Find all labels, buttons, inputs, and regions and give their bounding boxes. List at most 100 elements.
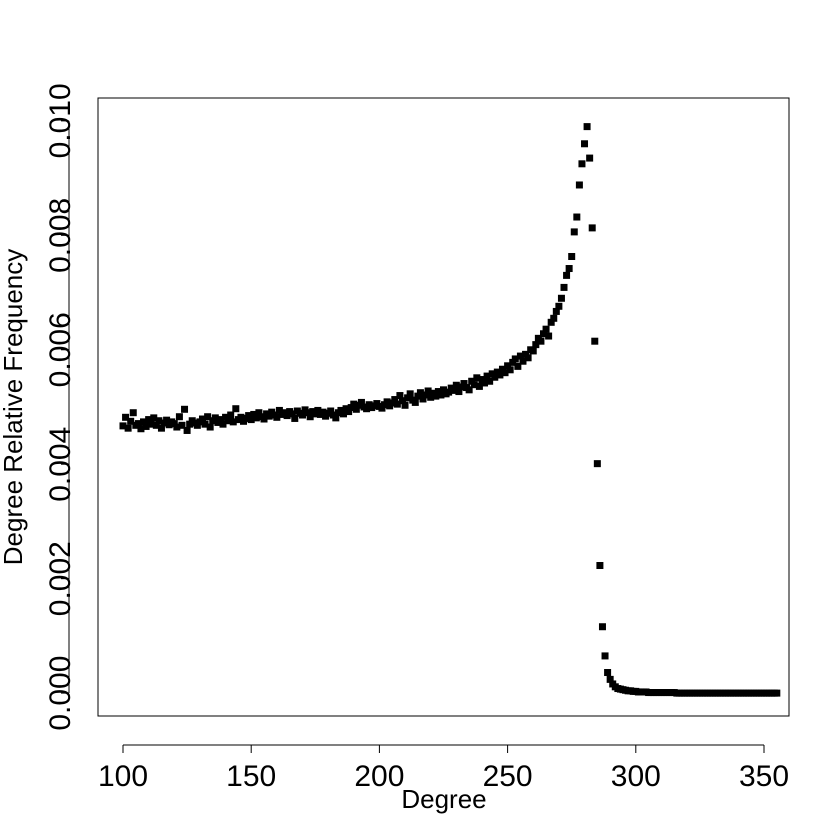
y-tick-label: 0.000 (44, 656, 77, 731)
point (352, 405, 360, 413)
point (219, 420, 227, 428)
point (557, 294, 565, 302)
point (211, 414, 219, 422)
point (422, 391, 430, 399)
point (283, 412, 291, 420)
point (206, 423, 214, 431)
point (437, 391, 445, 399)
point (591, 337, 599, 345)
point (440, 386, 447, 394)
point (588, 224, 596, 232)
point (201, 420, 209, 428)
point (150, 414, 158, 422)
point (427, 393, 435, 401)
point (570, 228, 578, 236)
plot-frame (97, 97, 790, 717)
point (524, 354, 532, 362)
point (506, 366, 514, 374)
point (398, 397, 406, 405)
point (455, 388, 463, 396)
point (183, 426, 191, 434)
point (152, 421, 160, 429)
point (178, 421, 186, 429)
point (306, 413, 314, 421)
point (511, 355, 519, 363)
y-tick-label: 0.004 (44, 427, 77, 502)
point (137, 425, 145, 433)
point (475, 382, 483, 390)
point (473, 374, 481, 382)
point (568, 253, 576, 261)
point (452, 381, 460, 389)
point (596, 562, 604, 570)
point (552, 307, 560, 315)
point (424, 387, 432, 395)
point (416, 389, 424, 397)
point (537, 337, 545, 345)
point (606, 675, 614, 683)
point (581, 140, 589, 148)
point (173, 423, 181, 431)
point (573, 213, 581, 221)
point (229, 418, 237, 426)
point (539, 330, 547, 338)
point (532, 341, 540, 349)
point (237, 413, 245, 421)
y-tick-label: 0.006 (44, 312, 77, 387)
point (396, 392, 404, 400)
point (198, 415, 206, 423)
point (350, 400, 358, 408)
x-tick-label: 150 (226, 760, 276, 793)
point (140, 418, 148, 426)
point (504, 362, 512, 370)
x-tick-label: 200 (354, 760, 404, 793)
point (157, 424, 165, 432)
point (124, 424, 132, 432)
point (127, 417, 135, 425)
point (483, 372, 491, 380)
point (450, 386, 458, 394)
point (496, 371, 504, 379)
point (598, 623, 606, 631)
point (145, 416, 153, 424)
point (575, 181, 583, 189)
point (314, 406, 322, 414)
point (147, 420, 155, 428)
point (255, 409, 263, 417)
point (465, 386, 473, 394)
point (593, 460, 601, 468)
point (383, 398, 391, 406)
point (142, 422, 150, 430)
point (291, 414, 299, 422)
point (406, 390, 414, 398)
point (163, 416, 171, 424)
point (529, 347, 537, 355)
point (393, 400, 401, 408)
point (260, 415, 268, 423)
point (432, 392, 440, 400)
y-tick-label: 0.002 (44, 541, 77, 616)
point (419, 395, 427, 403)
point (401, 401, 409, 409)
x-axis-title: Degree (401, 784, 486, 814)
point (516, 352, 524, 360)
point (560, 283, 568, 291)
point (519, 357, 527, 365)
point (175, 413, 183, 421)
point (460, 380, 468, 388)
x-tick-label: 300 (611, 760, 661, 793)
point (470, 381, 478, 389)
point (155, 417, 163, 425)
point (486, 377, 494, 385)
point (216, 416, 224, 424)
point (565, 265, 573, 273)
x-tick-label: 350 (739, 760, 789, 793)
point (578, 160, 586, 168)
point (204, 413, 212, 421)
point (586, 154, 594, 162)
point (134, 420, 142, 428)
point (273, 413, 281, 421)
point (411, 398, 419, 406)
point (181, 405, 189, 413)
